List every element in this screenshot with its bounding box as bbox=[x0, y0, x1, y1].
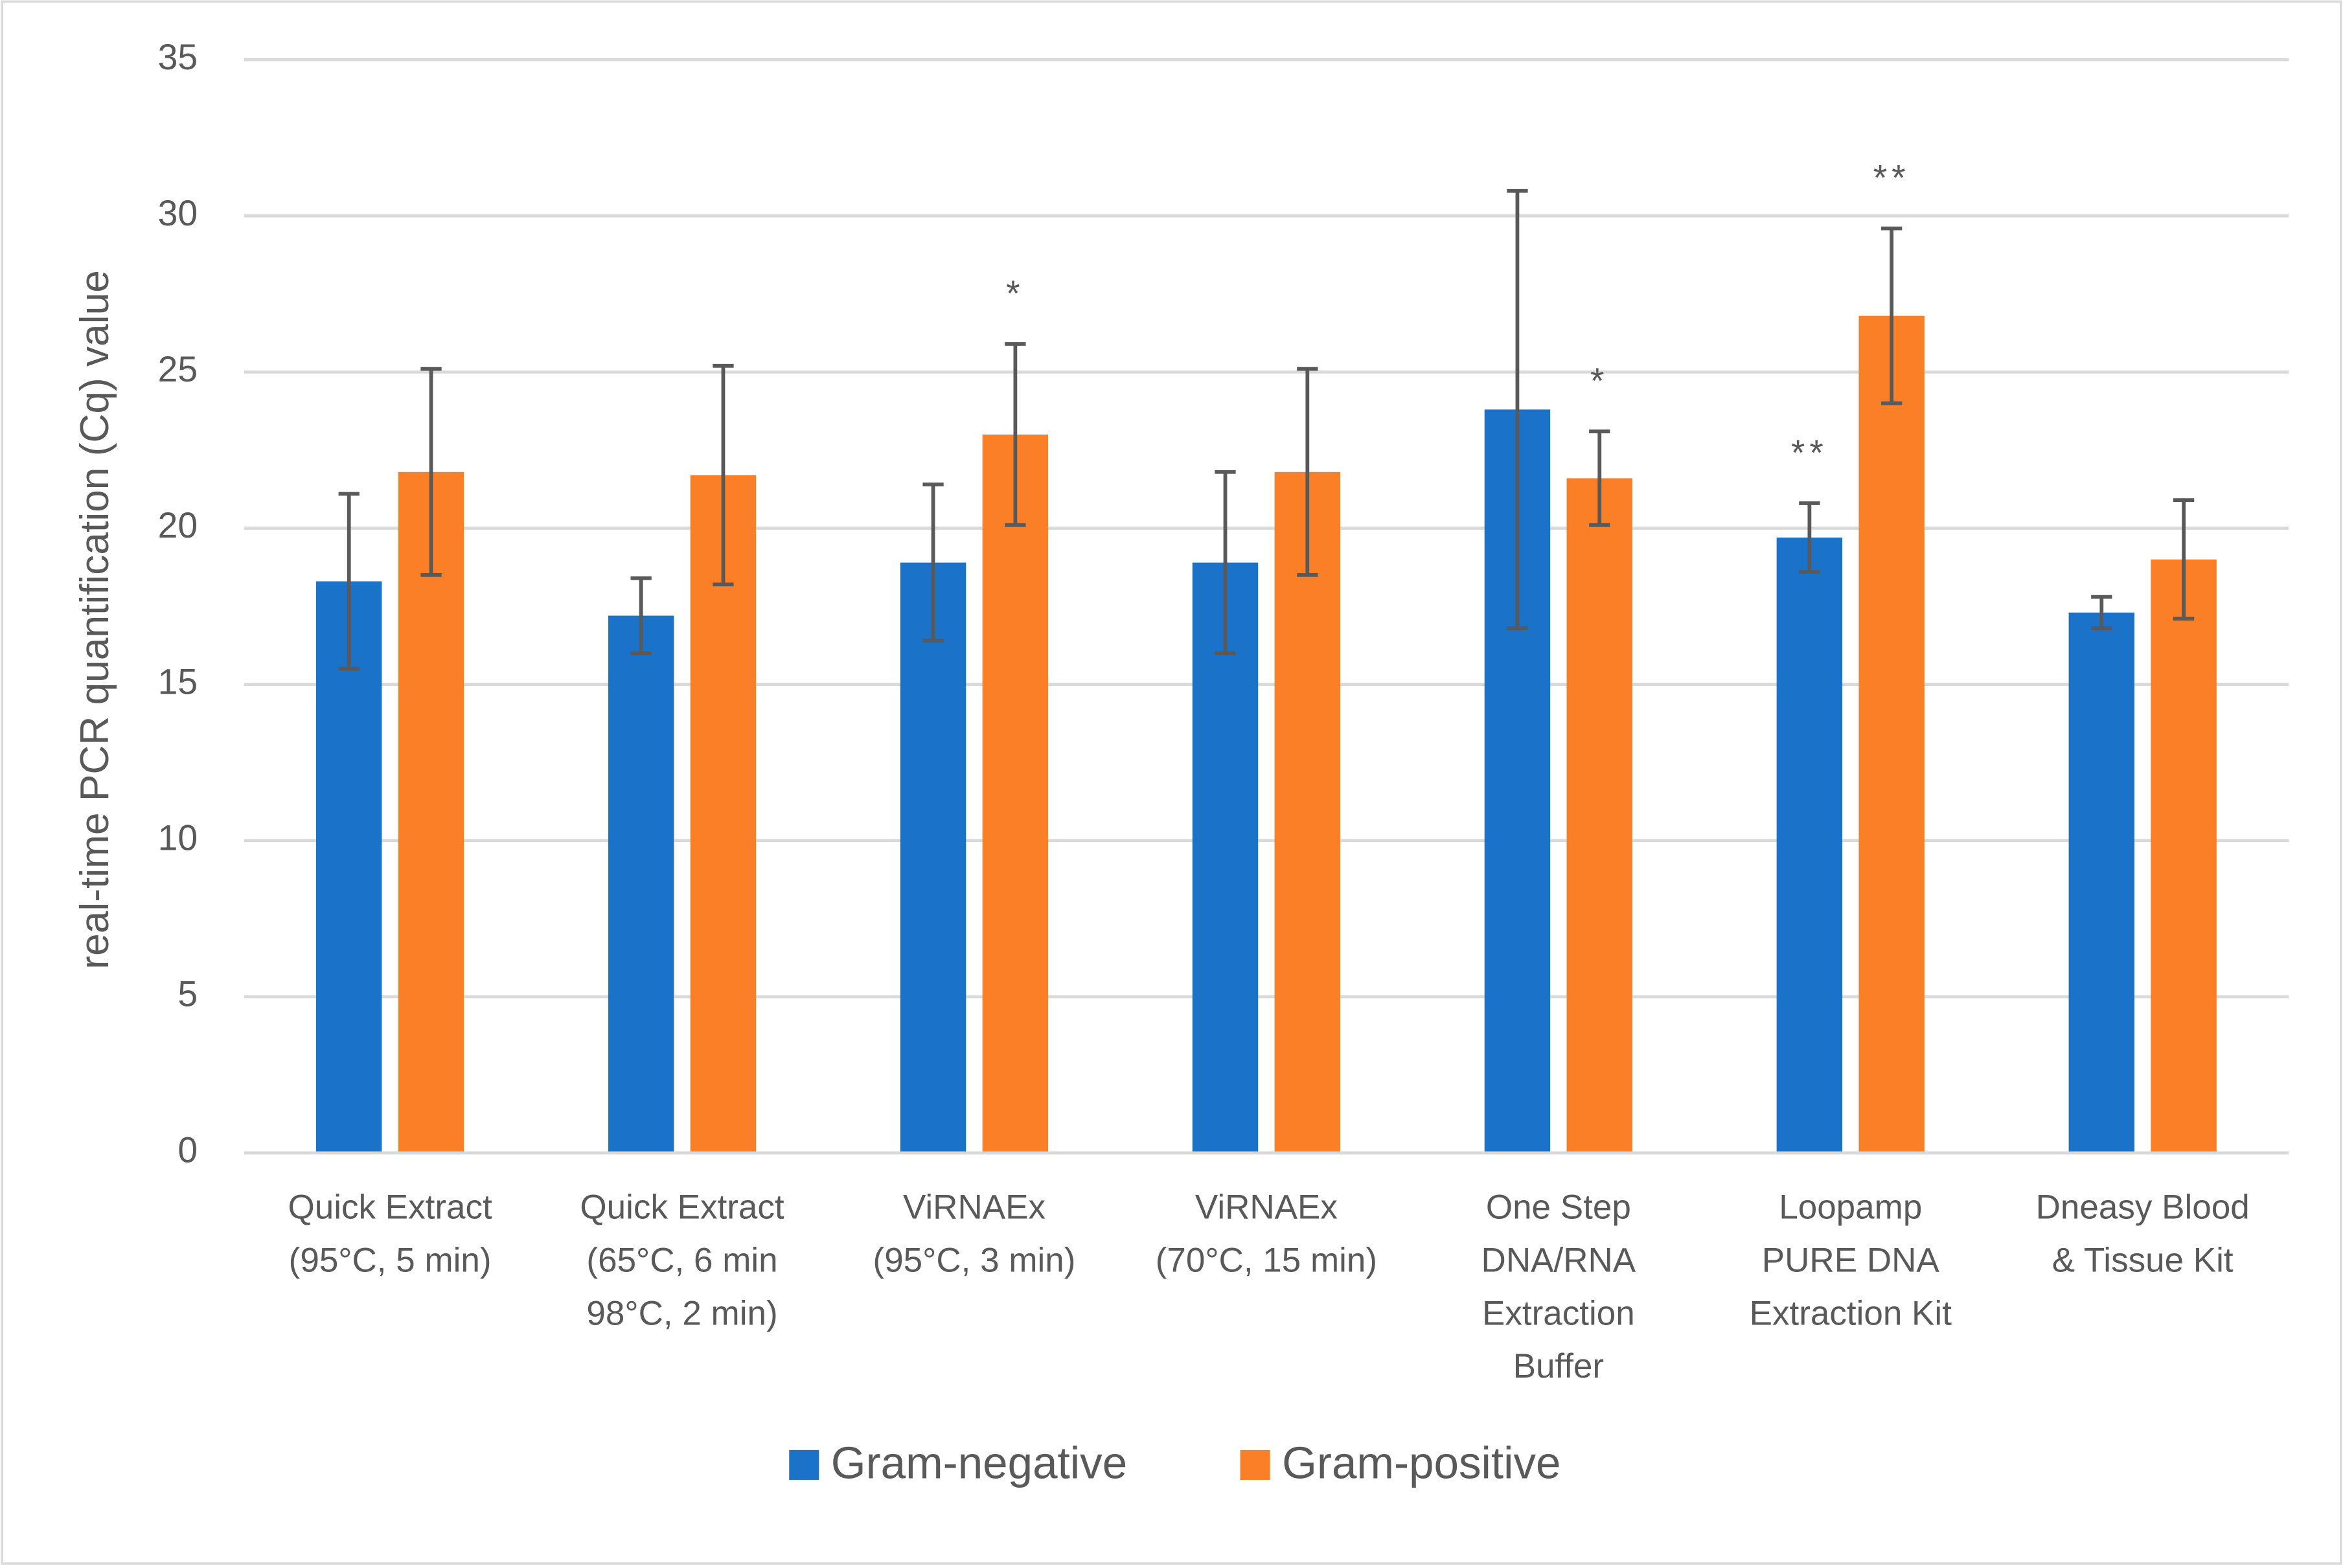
y-tick-label: 30 bbox=[158, 193, 198, 233]
x-tick-label: Quick Extract bbox=[580, 1188, 784, 1227]
legend-label: Gram-positive bbox=[1282, 1437, 1560, 1488]
y-tick-label: 5 bbox=[177, 974, 198, 1014]
x-tick-label: (95°C, 5 min) bbox=[289, 1241, 492, 1279]
x-tick-label: Buffer bbox=[1513, 1347, 1605, 1385]
error-bar bbox=[420, 367, 442, 577]
significance-label: * bbox=[1006, 273, 1024, 313]
bar bbox=[315, 581, 382, 1153]
error-bar bbox=[1005, 342, 1026, 527]
x-tick-label: Dneasy Blood bbox=[2036, 1188, 2250, 1227]
y-tick-label: 20 bbox=[158, 505, 198, 545]
x-tick-label: Quick Extract bbox=[288, 1188, 492, 1227]
x-tick-label: (70°C, 15 min) bbox=[1156, 1241, 1377, 1279]
y-tick-label: 0 bbox=[177, 1130, 198, 1170]
significance-label: ** bbox=[1791, 433, 1828, 473]
significance-label: * bbox=[1590, 361, 1608, 401]
x-tick-label: ViRNAEx bbox=[903, 1188, 1046, 1227]
bar bbox=[2068, 612, 2135, 1153]
bar bbox=[1566, 478, 1632, 1153]
bar bbox=[398, 472, 464, 1153]
x-tick-label: DNA/RNA bbox=[1481, 1241, 1636, 1279]
significance-label: ** bbox=[1873, 157, 1910, 198]
y-tick-label: 10 bbox=[158, 817, 198, 858]
x-tick-label: ViRNAEx bbox=[1195, 1188, 1338, 1227]
x-tick-label: (95°C, 3 min) bbox=[873, 1241, 1076, 1279]
error-bar bbox=[2173, 498, 2195, 621]
legend-swatch bbox=[1240, 1449, 1270, 1480]
x-tick-label: One Step bbox=[1486, 1188, 1631, 1227]
error-bar bbox=[1881, 226, 1903, 405]
error-bar bbox=[338, 492, 360, 671]
x-tick-label: 98°C, 2 min) bbox=[586, 1294, 777, 1332]
x-tick-label: Extraction bbox=[1482, 1294, 1635, 1332]
bar bbox=[1858, 315, 1925, 1153]
bar bbox=[982, 434, 1049, 1153]
bar bbox=[1776, 538, 1843, 1153]
bar bbox=[900, 562, 966, 1153]
error-bar bbox=[1507, 188, 1528, 630]
x-tick-label: & Tissue Kit bbox=[2052, 1241, 2234, 1279]
y-tick-label: 35 bbox=[158, 37, 198, 77]
bar bbox=[2151, 559, 2217, 1153]
x-tick-label: Extraction Kit bbox=[1750, 1294, 1952, 1332]
bar bbox=[1192, 562, 1259, 1153]
x-tick-label: (65°C, 6 min bbox=[586, 1241, 777, 1279]
error-bar bbox=[1589, 429, 1610, 527]
y-tick-label: 25 bbox=[158, 349, 198, 389]
error-bar bbox=[630, 576, 652, 655]
error-bar bbox=[922, 483, 944, 643]
y-axis-label: real-time PCR quantification (Cq) value bbox=[73, 270, 117, 969]
bar bbox=[1274, 472, 1341, 1153]
x-tick-label: Loopamp bbox=[1779, 1188, 1922, 1227]
error-bar bbox=[2091, 595, 2112, 630]
error-bar bbox=[713, 363, 734, 587]
error-bar bbox=[1297, 367, 1318, 577]
error-bar bbox=[1215, 470, 1236, 655]
legend-swatch bbox=[789, 1449, 819, 1480]
y-tick-label: 15 bbox=[158, 661, 198, 701]
bar bbox=[690, 475, 757, 1153]
bar bbox=[608, 615, 674, 1153]
x-tick-label: PURE DNA bbox=[1762, 1241, 1940, 1279]
legend-label: Gram-negative bbox=[831, 1437, 1127, 1488]
error-bar bbox=[1799, 501, 1820, 574]
